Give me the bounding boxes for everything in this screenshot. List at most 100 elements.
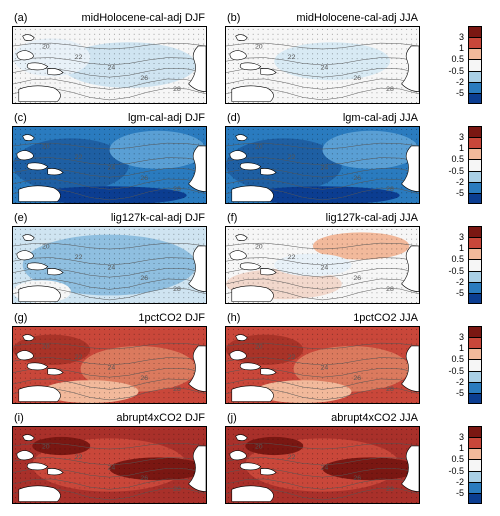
colorbar-tick: -2 xyxy=(444,277,464,287)
colorbar-row-3: 310.5-0.5-2-5 xyxy=(468,326,482,404)
colorbar-tick: -0.5 xyxy=(444,466,464,476)
panel-i: (i)abrupt4xCO2 DJF 20 22 24 26 28 xyxy=(12,426,207,504)
panel-title-a: midHolocene-cal-adj DJF xyxy=(30,12,205,24)
colorbar-tick: 3 xyxy=(444,232,464,242)
svg-text:26: 26 xyxy=(353,75,361,82)
svg-text:20: 20 xyxy=(42,243,50,250)
panel-title-i: abrupt4xCO2 DJF xyxy=(30,412,205,424)
svg-text:28: 28 xyxy=(386,286,394,293)
panel-letter-i: (i) xyxy=(14,412,24,424)
panel-letter-d: (d) xyxy=(227,112,240,124)
panel-c: (c)lgm-cal-adj DJF 20 22 24 26 28 xyxy=(12,126,207,204)
colorbar-tick: 3 xyxy=(444,332,464,342)
svg-text:20: 20 xyxy=(42,443,50,450)
colorbar-tick: 1 xyxy=(444,343,464,353)
colorbar-tick: 1 xyxy=(444,43,464,53)
colorbar-tick: -5 xyxy=(444,188,464,198)
svg-text:24: 24 xyxy=(321,365,329,372)
svg-text:28: 28 xyxy=(386,86,394,93)
svg-text:20: 20 xyxy=(42,43,50,50)
svg-text:28: 28 xyxy=(386,186,394,193)
panel-title-g: 1pctCO2 DJF xyxy=(30,312,205,324)
panel-title-c: lgm-cal-adj DJF xyxy=(30,112,205,124)
map-d: 20 22 24 26 28 xyxy=(225,126,420,204)
colorbar-tick: 3 xyxy=(444,432,464,442)
colorbar-row-4: 310.5-0.5-2-5 xyxy=(468,426,482,504)
panel-title-e: lig127k-cal-adj DJF xyxy=(30,212,205,224)
colorbar-tick: 3 xyxy=(444,32,464,42)
svg-text:26: 26 xyxy=(140,175,148,182)
panel-title-d: lgm-cal-adj JJA xyxy=(243,112,418,124)
colorbar-tick: -5 xyxy=(444,388,464,398)
panel-letter-e: (e) xyxy=(14,212,27,224)
svg-text:22: 22 xyxy=(75,354,83,361)
colorbar-tick: 0.5 xyxy=(444,54,464,64)
colorbar-tick: -2 xyxy=(444,477,464,487)
svg-text:24: 24 xyxy=(108,65,116,72)
colorbar-tick: 0.5 xyxy=(444,254,464,264)
colorbar-tick: -0.5 xyxy=(444,166,464,176)
colorbar-tick: 0.5 xyxy=(444,154,464,164)
colorbar-tick: -2 xyxy=(444,177,464,187)
svg-text:20: 20 xyxy=(255,443,263,450)
panel-title-b: midHolocene-cal-adj JJA xyxy=(243,12,418,24)
svg-text:22: 22 xyxy=(288,254,296,261)
svg-text:26: 26 xyxy=(353,175,361,182)
panel-g: (g)1pctCO2 DJF 20 22 24 26 28 xyxy=(12,326,207,404)
colorbar-tick: -0.5 xyxy=(444,66,464,76)
svg-text:28: 28 xyxy=(173,86,181,93)
svg-text:28: 28 xyxy=(386,386,394,393)
panel-letter-g: (g) xyxy=(14,312,27,324)
colorbar-tick: 1 xyxy=(444,443,464,453)
svg-text:24: 24 xyxy=(321,65,329,72)
svg-text:22: 22 xyxy=(288,54,296,61)
panel-letter-c: (c) xyxy=(14,112,27,124)
map-g: 20 22 24 26 28 xyxy=(12,326,207,404)
map-a: 20 22 24 26 28 xyxy=(12,26,207,104)
svg-text:22: 22 xyxy=(288,154,296,161)
svg-text:28: 28 xyxy=(173,386,181,393)
colorbar-tick: 0.5 xyxy=(444,454,464,464)
panel-title-h: 1pctCO2 JJA xyxy=(243,312,418,324)
map-j: 20 22 24 26 28 xyxy=(225,426,420,504)
colorbar-tick: -0.5 xyxy=(444,266,464,276)
panel-e: (e)lig127k-cal-adj DJF 20 22 24 26 28 xyxy=(12,226,207,304)
climate-anomaly-figure: (a)midHolocene-cal-adj DJF 20 22 24 26 2… xyxy=(0,0,500,516)
panel-title-j: abrupt4xCO2 JJA xyxy=(243,412,418,424)
map-e: 20 22 24 26 28 xyxy=(12,226,207,304)
panel-j: (j)abrupt4xCO2 JJA 20 22 24 26 28 xyxy=(225,426,420,504)
svg-text:28: 28 xyxy=(173,486,181,493)
svg-text:26: 26 xyxy=(353,275,361,282)
colorbar-tick: -2 xyxy=(444,77,464,87)
svg-text:24: 24 xyxy=(108,465,116,472)
colorbar-row-1: 310.5-0.5-2-5 xyxy=(468,126,482,204)
svg-text:26: 26 xyxy=(140,375,148,382)
svg-text:20: 20 xyxy=(42,143,50,150)
panel-title-f: lig127k-cal-adj JJA xyxy=(243,212,418,224)
colorbar-tick: 0.5 xyxy=(444,354,464,364)
panel-a: (a)midHolocene-cal-adj DJF 20 22 24 26 2… xyxy=(12,26,207,104)
panel-letter-h: (h) xyxy=(227,312,240,324)
svg-text:28: 28 xyxy=(173,286,181,293)
svg-text:22: 22 xyxy=(288,354,296,361)
svg-text:22: 22 xyxy=(75,454,83,461)
svg-text:20: 20 xyxy=(255,43,263,50)
svg-text:20: 20 xyxy=(255,243,263,250)
svg-text:26: 26 xyxy=(140,75,148,82)
colorbar-tick: -5 xyxy=(444,288,464,298)
svg-text:24: 24 xyxy=(108,165,116,172)
colorbar-tick: 1 xyxy=(444,243,464,253)
colorbar-row-2: 310.5-0.5-2-5 xyxy=(468,226,482,304)
svg-text:24: 24 xyxy=(321,165,329,172)
svg-text:24: 24 xyxy=(108,365,116,372)
panel-letter-b: (b) xyxy=(227,12,240,24)
svg-text:26: 26 xyxy=(140,475,148,482)
svg-text:22: 22 xyxy=(75,154,83,161)
svg-text:22: 22 xyxy=(288,454,296,461)
colorbar-tick: 3 xyxy=(444,132,464,142)
colorbar-tick: -5 xyxy=(444,488,464,498)
svg-text:24: 24 xyxy=(108,265,116,272)
map-h: 20 22 24 26 28 xyxy=(225,326,420,404)
panel-f: (f)lig127k-cal-adj JJA 20 22 24 26 28 xyxy=(225,226,420,304)
svg-text:20: 20 xyxy=(255,143,263,150)
